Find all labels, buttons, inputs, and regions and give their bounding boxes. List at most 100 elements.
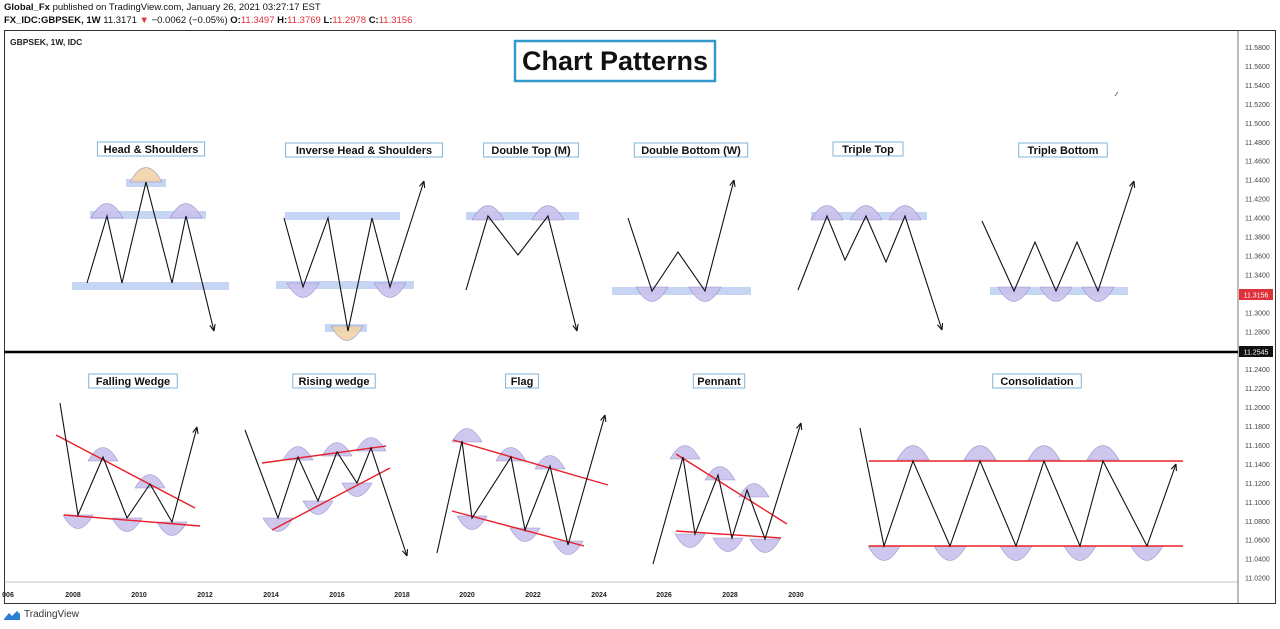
peak-bubble (888, 205, 922, 221)
trendline (451, 510, 585, 547)
trough-bubble (509, 527, 541, 542)
price-tick-label: 11.1400 (1245, 462, 1270, 469)
time-tick-label: 2018 (394, 592, 410, 599)
trough-bubble (1081, 286, 1115, 302)
price-tick-label: 11.5800 (1245, 45, 1270, 52)
arrowhead (600, 414, 607, 423)
close-label: C: (368, 15, 379, 26)
close-value: 11.3156 (378, 15, 413, 26)
last-price-tag: 11.3156 (1244, 293, 1269, 300)
time-tick-label: 2010 (131, 592, 147, 599)
published-text: published on TradingView.com, January 26… (52, 2, 321, 13)
arrowhead (1170, 463, 1177, 472)
pennant-path (652, 422, 802, 565)
change-value: −0.0062 (−0.05%) (151, 15, 228, 26)
trough-bubble (302, 500, 334, 515)
price-tick-label: 11.2400 (1245, 367, 1270, 374)
trough-bubble (456, 515, 488, 530)
price-tick-label: 11.0600 (1245, 538, 1270, 545)
trendline (63, 514, 201, 527)
trough-bubble (286, 282, 320, 298)
pattern-label-box (992, 373, 1082, 389)
trough-bubble (62, 514, 94, 529)
trough-bubble (635, 286, 669, 302)
crosshair-price-tag-bg (1239, 346, 1273, 357)
price-tick-label: 11.3800 (1245, 235, 1270, 242)
peak-bubble (531, 205, 565, 221)
trough-bubble (1130, 545, 1164, 561)
peak-bubble (849, 205, 883, 221)
low-value: 11.2978 (332, 15, 367, 26)
arrowhead (401, 548, 409, 557)
trough-bubble (997, 286, 1031, 302)
pane-label: GBPSEK, 1W, IDC (10, 37, 82, 47)
arrowhead (572, 323, 579, 332)
head-bubble (129, 167, 163, 183)
arrowhead (209, 324, 216, 332)
last-price: 11.3171 (103, 15, 137, 26)
arrowhead (937, 322, 944, 331)
trendline (675, 453, 788, 525)
price-tick-label: 11.5400 (1245, 83, 1270, 90)
trough-bubble (373, 282, 407, 298)
arrowhead (192, 426, 199, 435)
pattern-label: Consolidation (1000, 376, 1074, 388)
pattern-label-box (692, 373, 746, 389)
peak-bubble (669, 445, 701, 460)
chart-title-box (513, 39, 717, 83)
time-tick-label: 2028 (722, 592, 738, 599)
trendline (675, 530, 782, 539)
time-tick-label: 2008 (65, 592, 81, 599)
price-tick-label: 11.2200 (1245, 386, 1270, 393)
trough-bubble (933, 545, 967, 561)
pattern-label-box (832, 141, 904, 157)
trendline (261, 445, 387, 464)
trough-bubble (1039, 286, 1073, 302)
time-tick-label: 2020 (459, 592, 475, 599)
trough-bubble (1063, 545, 1097, 561)
pattern-label-box (633, 142, 749, 158)
footer-brand-label: TradingView (24, 609, 80, 620)
head-bubble (330, 325, 364, 341)
pattern-label-box (96, 141, 206, 157)
footer-brand[interactable]: TradingView (4, 609, 79, 620)
price-tick-label: 11.3000 (1245, 310, 1270, 317)
rising-wedge-path (244, 429, 408, 557)
peak-bubble (321, 442, 353, 457)
arrowhead (419, 180, 426, 189)
peak-bubble (471, 205, 505, 221)
pattern-label: Rising wedge (299, 376, 370, 388)
support-resistance-band (90, 211, 206, 219)
open-label: O: (230, 15, 241, 26)
low-label: L: (323, 15, 333, 26)
pattern-label-box (292, 373, 376, 389)
support-resistance-band (285, 212, 400, 220)
publisher-name[interactable]: Global_Fx (4, 2, 50, 13)
trough-bubble (674, 533, 706, 548)
symbol-line: FX_IDC:GBPSEK, 1W (4, 15, 101, 26)
tradingview-logo-icon (4, 610, 20, 620)
trendline (271, 467, 391, 531)
last-price-tag-bg (1239, 289, 1273, 300)
pattern-label-box (1018, 142, 1108, 158)
flag-path (436, 414, 606, 554)
price-tick-label: 11.5600 (1245, 64, 1270, 71)
publish-info: Global_Fx published on TradingView.com, … (4, 2, 321, 13)
arrowhead (1128, 180, 1136, 189)
trough-bubble (688, 286, 722, 302)
price-tick-label: 11.3600 (1245, 253, 1270, 260)
pattern-label-box (285, 142, 443, 158)
open-value: 11.3497 (240, 15, 275, 26)
trendline (55, 434, 196, 509)
support-resistance-band (276, 281, 414, 289)
price-tick-label: 11.4800 (1245, 140, 1270, 147)
price-tick-label: 11.3400 (1245, 272, 1270, 279)
time-tick-label: 006 (2, 592, 14, 599)
support-resistance-band (612, 287, 751, 295)
peak-bubble (451, 428, 483, 443)
trough-bubble (712, 537, 744, 552)
chart-title: Chart Patterns (522, 46, 708, 76)
triple-top-path (797, 214, 943, 331)
pattern-label-box (505, 373, 539, 389)
